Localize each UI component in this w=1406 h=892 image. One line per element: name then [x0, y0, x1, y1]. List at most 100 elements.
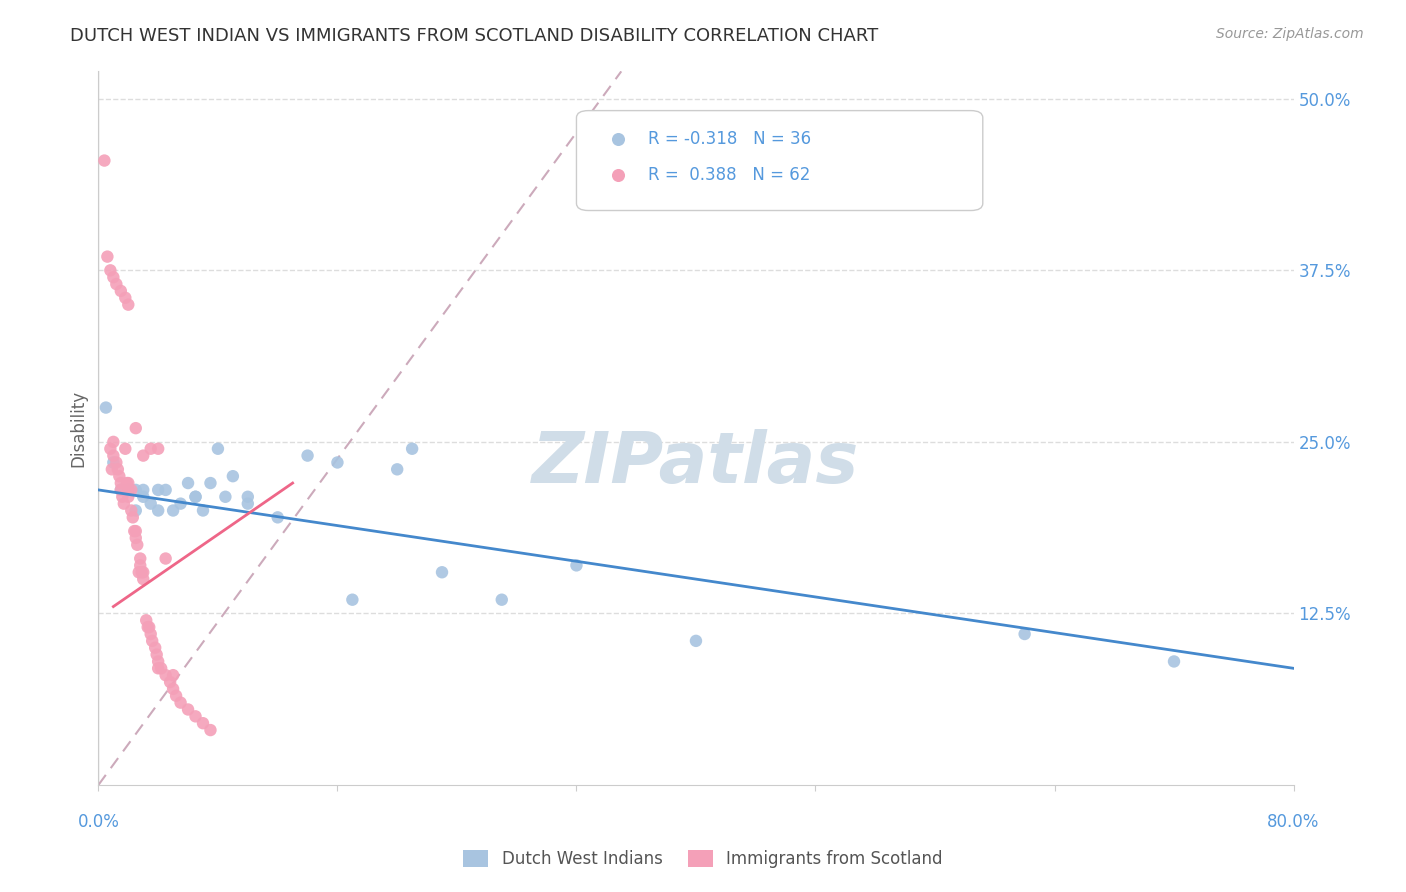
Point [342, 592, 364, 607]
Point [103, 434, 125, 449]
Point [107, 462, 129, 476]
Point [150, 661, 173, 675]
Point [145, 648, 167, 662]
Point [148, 655, 170, 669]
Point [148, 503, 170, 517]
Point [162, 503, 184, 517]
Point [139, 627, 162, 641]
Point [114, 291, 136, 305]
Point [159, 675, 181, 690]
Point [139, 497, 162, 511]
Point [110, 483, 132, 497]
Text: DUTCH WEST INDIAN VS IMMIGRANTS FROM SCOTLAND DISABILITY CORRELATION CHART: DUTCH WEST INDIAN VS IMMIGRANTS FROM SCO… [70, 27, 879, 45]
Point [1163, 655, 1185, 669]
Point [125, 503, 148, 517]
Point [155, 668, 177, 682]
Point [267, 510, 290, 524]
Point [129, 558, 152, 573]
Point [155, 483, 177, 497]
Point [100, 263, 122, 277]
Point [155, 551, 177, 566]
Y-axis label: Disability: Disability [69, 390, 87, 467]
Point [430, 566, 453, 580]
Point [128, 566, 150, 580]
Point [131, 566, 153, 580]
Point [120, 483, 142, 497]
Point [101, 462, 124, 476]
Point [110, 476, 132, 491]
Point [125, 421, 148, 435]
Point [236, 497, 259, 511]
Point [105, 455, 128, 469]
Point [162, 668, 184, 682]
Point [93, 153, 115, 168]
Point [117, 476, 139, 491]
Text: ZIPatlas: ZIPatlas [533, 429, 859, 499]
Point [184, 490, 207, 504]
Point [148, 442, 170, 456]
Point [200, 723, 222, 737]
Point [135, 613, 157, 627]
Point [326, 455, 349, 469]
Point [111, 490, 134, 504]
Point [139, 442, 162, 456]
Point [184, 490, 207, 504]
Point [117, 483, 139, 497]
Point [143, 640, 166, 655]
Point [165, 689, 187, 703]
Point [148, 661, 170, 675]
Point [297, 449, 319, 463]
Point [96, 250, 118, 264]
Point [491, 592, 513, 607]
Point [136, 620, 159, 634]
Point [110, 483, 132, 497]
Point [162, 681, 184, 696]
Point [138, 620, 160, 634]
Point [103, 270, 125, 285]
Point [121, 510, 143, 524]
Point [132, 490, 155, 504]
Point [132, 566, 155, 580]
Point [120, 503, 142, 517]
Point [236, 490, 259, 504]
Point [114, 442, 136, 456]
Point [184, 709, 207, 723]
Point [129, 551, 152, 566]
Point [94, 401, 117, 415]
Point [141, 633, 163, 648]
Text: Source: ZipAtlas.com: Source: ZipAtlas.com [1216, 27, 1364, 41]
Point [105, 277, 128, 291]
Point [108, 469, 131, 483]
Point [177, 476, 200, 491]
Point [1014, 627, 1036, 641]
Point [110, 284, 132, 298]
Point [132, 572, 155, 586]
Point [191, 716, 214, 731]
Point [207, 442, 229, 456]
Point [117, 490, 139, 504]
Point [100, 442, 122, 456]
Point [214, 490, 236, 504]
Point [125, 531, 148, 545]
Point [169, 696, 191, 710]
Point [117, 483, 139, 497]
Point [115, 476, 138, 491]
Point [112, 497, 135, 511]
Point [103, 449, 125, 463]
Point [125, 524, 148, 538]
Legend: Dutch West Indians, Immigrants from Scotland: Dutch West Indians, Immigrants from Scot… [457, 843, 949, 875]
Point [200, 476, 222, 491]
Point [385, 462, 409, 476]
Point [222, 469, 245, 483]
Point [565, 558, 588, 573]
Point [191, 503, 214, 517]
Point [124, 524, 146, 538]
Point [132, 449, 155, 463]
Point [148, 483, 170, 497]
Point [169, 497, 191, 511]
Text: R = -0.318   N = 36: R = -0.318 N = 36 [648, 130, 811, 148]
Point [127, 538, 149, 552]
Point [125, 483, 148, 497]
Point [117, 298, 139, 312]
Point [103, 455, 125, 469]
